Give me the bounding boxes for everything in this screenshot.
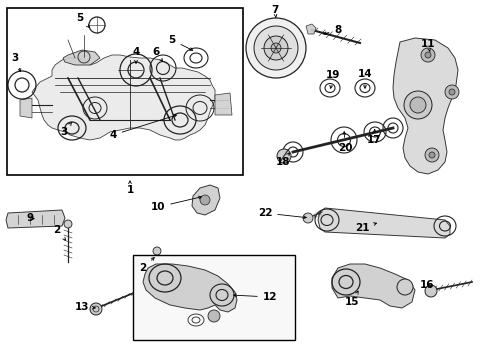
Text: 6: 6 [152,47,163,61]
Circle shape [90,303,102,315]
Circle shape [397,279,413,295]
Circle shape [425,285,437,297]
Circle shape [271,43,281,53]
Circle shape [277,149,291,163]
Text: 11: 11 [421,39,435,52]
Polygon shape [143,264,237,312]
Text: 9: 9 [26,213,34,223]
Circle shape [421,48,435,62]
Polygon shape [306,24,316,34]
Circle shape [303,213,313,223]
Bar [133,255,295,340]
Text: 18: 18 [276,153,290,167]
Text: 20: 20 [338,132,352,153]
Text: 15: 15 [345,291,359,307]
Text: 7: 7 [271,5,279,18]
Circle shape [264,36,288,60]
Circle shape [64,220,72,228]
Text: 4: 4 [109,114,176,140]
Text: 5: 5 [76,13,89,27]
Text: 2: 2 [53,225,66,240]
Text: 13: 13 [75,302,95,312]
Text: 1: 1 [126,181,134,195]
Circle shape [410,97,426,113]
Text: 21: 21 [355,223,376,233]
Text: 17: 17 [367,129,381,145]
Polygon shape [20,98,32,118]
Text: 16: 16 [420,280,434,290]
Polygon shape [332,264,415,308]
Circle shape [200,195,210,205]
Circle shape [208,310,220,322]
Circle shape [246,18,306,78]
Polygon shape [63,50,100,65]
Polygon shape [318,208,450,238]
Text: 3: 3 [60,122,72,137]
Polygon shape [215,93,232,115]
Text: 10: 10 [151,196,201,212]
Polygon shape [6,210,65,228]
Circle shape [445,85,459,99]
Circle shape [254,26,298,70]
Polygon shape [32,55,215,140]
Text: 22: 22 [258,208,306,219]
Bar [7,8,243,175]
Circle shape [449,89,455,95]
Text: 8: 8 [323,25,342,35]
Circle shape [425,148,439,162]
Text: 14: 14 [358,69,372,88]
Text: 19: 19 [326,70,340,88]
Circle shape [153,247,161,255]
Text: 4: 4 [132,47,140,63]
Circle shape [404,91,432,119]
Text: 5: 5 [169,35,193,50]
Circle shape [429,152,435,158]
Text: 12: 12 [234,292,277,302]
Polygon shape [393,38,458,174]
Circle shape [425,52,431,58]
Text: 2: 2 [139,257,154,273]
Polygon shape [192,185,220,215]
Text: 3: 3 [11,53,21,72]
